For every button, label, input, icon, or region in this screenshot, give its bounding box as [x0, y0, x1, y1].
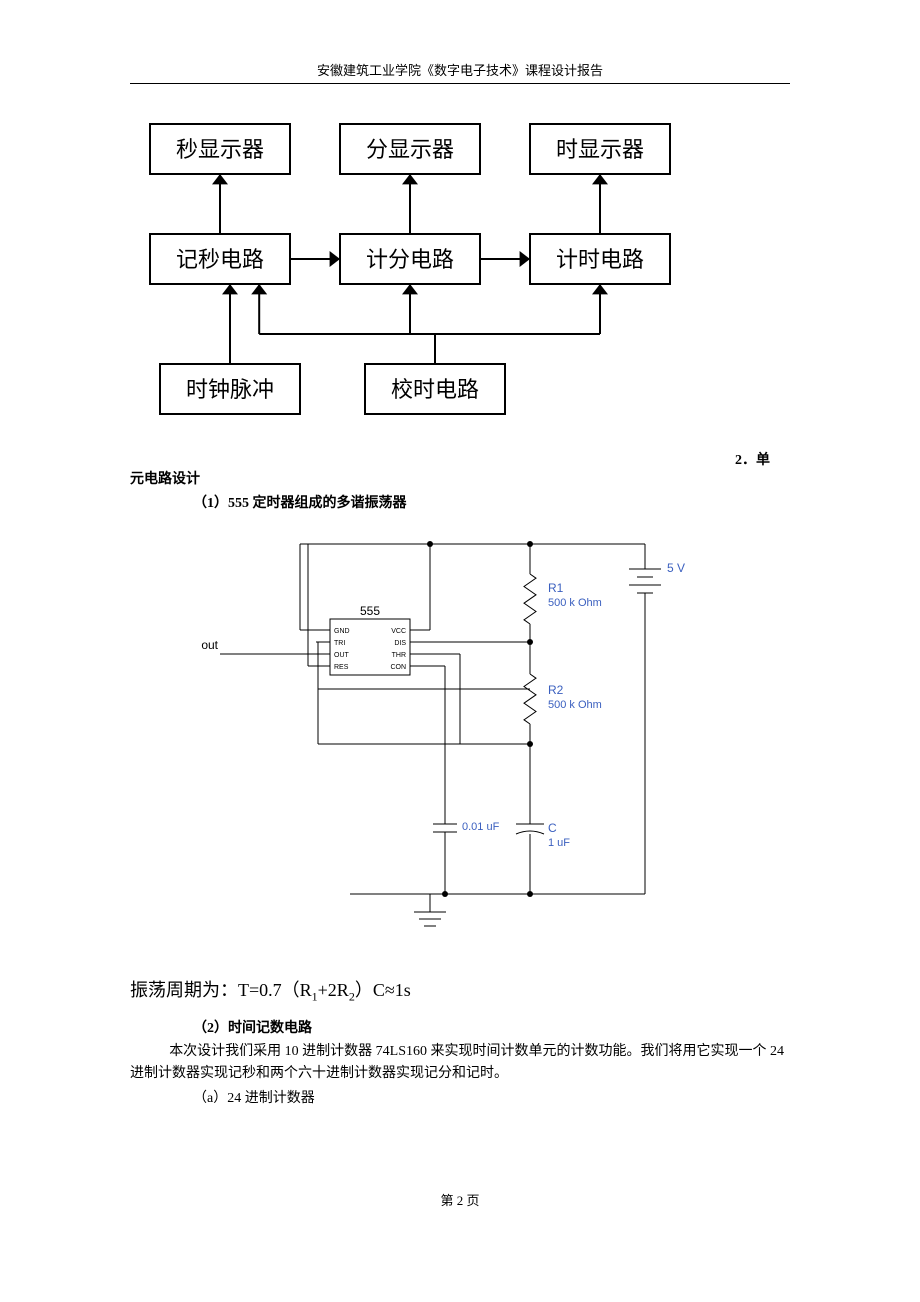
svg-text:555: 555 [360, 604, 380, 618]
svg-text:记秒电路: 记秒电路 [176, 247, 264, 272]
formula-t: T=0.7（R [238, 980, 312, 1000]
svg-text:5 V: 5 V [667, 561, 685, 575]
circuit-555: 555 GND TRI OUT RES VCC DIS THR CON out 0.01 uF R1 5… [130, 524, 790, 964]
subsection-2a: （a）24 进制计数器 [130, 1088, 790, 1110]
svg-text:0.01 uF: 0.01 uF [462, 821, 500, 833]
svg-text:DIS: DIS [394, 640, 406, 647]
formula-post: ）C≈1s [355, 980, 411, 1000]
oscillation-formula: 振荡周期为：T=0.7（R1+2R2）C≈1s [130, 976, 790, 1005]
svg-text:秒显示器: 秒显示器 [176, 137, 264, 162]
svg-text:1 uF: 1 uF [548, 837, 570, 849]
svg-text:VCC: VCC [391, 628, 406, 635]
svg-text:TRI: TRI [334, 640, 345, 647]
svg-text:out: out [201, 638, 218, 652]
page-header: 安徽建筑工业学院《数字电子技术》课程设计报告 [130, 60, 790, 84]
section-2-number: 2．单 [130, 449, 790, 469]
formula-mid: +2R [318, 980, 349, 1000]
subsection-2-paragraph: 本次设计我们采用 10 进制计数器 74LS160 来实现时间计数单元的计数功能… [130, 1041, 790, 1086]
svg-text:500 k Ohm: 500 k Ohm [548, 699, 602, 711]
formula-prefix: 振荡周期为： [130, 980, 238, 1000]
svg-text:时显示器: 时显示器 [556, 137, 644, 162]
block-diagram: 秒显示器 分显示器 时显示器记秒电路 计分电路 计时电路时钟脉冲 校时电路 [130, 114, 790, 439]
svg-text:OUT: OUT [334, 652, 350, 659]
svg-text:R1: R1 [548, 581, 564, 595]
svg-text:500 k Ohm: 500 k Ohm [548, 597, 602, 609]
svg-text:计时电路: 计时电路 [556, 247, 644, 272]
svg-text:R2: R2 [548, 683, 564, 697]
svg-text:C: C [548, 821, 557, 835]
subsection-1-title: （1）555 定时器组成的多谐振荡器 [130, 493, 790, 515]
svg-text:时钟脉冲: 时钟脉冲 [186, 377, 274, 402]
subsection-2-title: （2）时间记数电路 [130, 1018, 790, 1040]
svg-text:校时电路: 校时电路 [391, 377, 479, 402]
page-footer: 第 2 页 [130, 1190, 790, 1209]
svg-text:分显示器: 分显示器 [366, 137, 454, 162]
svg-text:CON: CON [390, 664, 406, 671]
svg-text:RES: RES [334, 664, 349, 671]
section-2-title: 元电路设计 [130, 469, 790, 491]
svg-text:THR: THR [392, 652, 406, 659]
svg-text:GND: GND [334, 628, 350, 635]
svg-text:计分电路: 计分电路 [366, 247, 454, 272]
